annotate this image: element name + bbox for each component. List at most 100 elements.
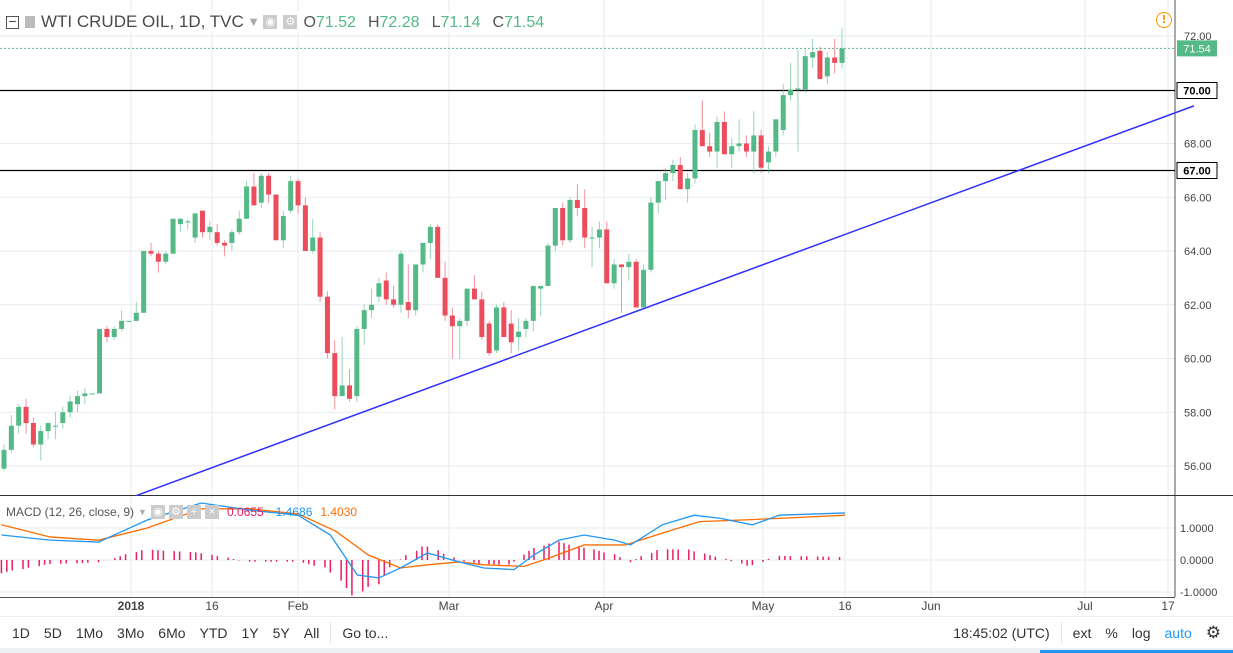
candle (641, 264, 647, 308)
candle-body (111, 328, 117, 337)
time-tick-label: Feb (288, 599, 309, 613)
candle (670, 159, 676, 182)
candle (663, 167, 669, 200)
open-label: O (303, 13, 316, 31)
auto-toggle[interactable]: auto (1164, 624, 1192, 641)
candle (788, 62, 794, 101)
macd-title[interactable]: MACD (12, 26, close, 9) (6, 505, 135, 519)
candle-body (604, 229, 610, 284)
candle-body (442, 277, 448, 316)
candle (413, 264, 419, 316)
candle-body (655, 181, 661, 203)
candle (67, 396, 73, 418)
time-tick-label: Apr (595, 599, 614, 613)
candle (530, 285, 536, 332)
chevron-down-icon[interactable]: ▼ (138, 507, 147, 517)
price-tick-label: 68.00 (1184, 139, 1212, 151)
candle (471, 275, 477, 300)
time-tick-label: Jun (921, 599, 940, 613)
candle-body (192, 213, 198, 238)
candle (199, 210, 205, 238)
candle (552, 208, 558, 251)
candle-body (552, 208, 558, 246)
goto-button[interactable]: Go to... (342, 624, 389, 641)
eye-icon[interactable]: ◉ (150, 505, 165, 519)
candle-body (229, 232, 235, 243)
candle-body (170, 218, 176, 254)
range-1d[interactable]: 1D (12, 624, 30, 641)
candle (339, 337, 345, 397)
macd-value: 1.4686 (275, 505, 313, 519)
collapse-icon[interactable]: − (6, 14, 19, 29)
time-tick-label: 16 (205, 599, 219, 613)
candle (38, 425, 44, 461)
candle-body (339, 385, 345, 397)
time-tick-label: 16 (838, 599, 852, 613)
range-1y[interactable]: 1Y (241, 624, 259, 641)
candle (516, 318, 522, 351)
plus-icon[interactable]: + (186, 505, 201, 519)
candle-body (471, 288, 477, 300)
candle-body (714, 122, 720, 152)
ext-toggle[interactable]: ext (1072, 624, 1092, 641)
candle-body (75, 396, 81, 405)
candle-body (589, 237, 595, 239)
candle-body (802, 56, 808, 90)
range-5y[interactable]: 5Y (272, 624, 290, 641)
candle (185, 218, 191, 230)
candle (310, 218, 316, 254)
time-tick-label: 17 (1161, 599, 1175, 613)
candle (82, 388, 88, 405)
range-5d[interactable]: 5D (43, 624, 62, 641)
range-ytd[interactable]: YTD (199, 624, 228, 641)
candle (111, 326, 117, 340)
candle-body (449, 315, 455, 327)
gear-icon[interactable]: ⚙ (283, 15, 298, 29)
candle (119, 310, 125, 332)
candle-body (369, 304, 375, 311)
candle-body (765, 151, 771, 163)
range-6mo[interactable]: 6Mo (158, 624, 186, 641)
symbol-title[interactable]: WTI CRUDE OIL, 1D, TVC (41, 12, 244, 31)
candle (148, 242, 154, 257)
warning-icon[interactable]: ! (1156, 12, 1172, 28)
high-label: H (367, 13, 380, 31)
candle (45, 423, 51, 440)
candle (207, 221, 213, 241)
candle (508, 310, 514, 354)
candle-body (52, 425, 58, 427)
candle-body (773, 119, 779, 152)
candle-body (126, 320, 132, 322)
candle-body (435, 226, 441, 278)
candle-body (699, 130, 705, 147)
candle-body (133, 312, 139, 321)
candle (449, 307, 455, 359)
candle (677, 156, 683, 190)
candle-body (16, 406, 22, 426)
range-3mo[interactable]: 3Mo (117, 624, 145, 641)
percent-toggle[interactable]: % (1105, 624, 1118, 641)
candle-body (560, 208, 566, 241)
eye-icon[interactable]: ◉ (263, 15, 278, 29)
candle-body (273, 194, 279, 241)
candle (560, 202, 566, 246)
candle-body (222, 242, 228, 246)
active-tab-indicator (1040, 650, 1233, 653)
log-toggle[interactable]: log (1131, 624, 1151, 641)
candle-body (817, 50, 823, 79)
macd-line (1, 502, 846, 579)
chevron-down-icon[interactable]: ▼ (249, 16, 258, 28)
settings-gear-icon[interactable]: ⚙ (1205, 622, 1221, 642)
candle (8, 414, 14, 453)
candle-body (420, 242, 426, 265)
candle-body (685, 178, 691, 190)
close-icon[interactable]: × (204, 505, 219, 519)
range-1mo[interactable]: 1Mo (75, 624, 104, 641)
gear-icon[interactable]: ⚙ (168, 505, 183, 519)
range-all[interactable]: All (303, 624, 320, 641)
candle-body (236, 218, 242, 233)
chart-canvas[interactable]: 72.00 68.00 66.00 64.00 62.00 60.00 58.00 56.00… (0, 0, 1233, 616)
candle (317, 232, 323, 303)
candle (163, 251, 169, 265)
candle (780, 84, 786, 136)
